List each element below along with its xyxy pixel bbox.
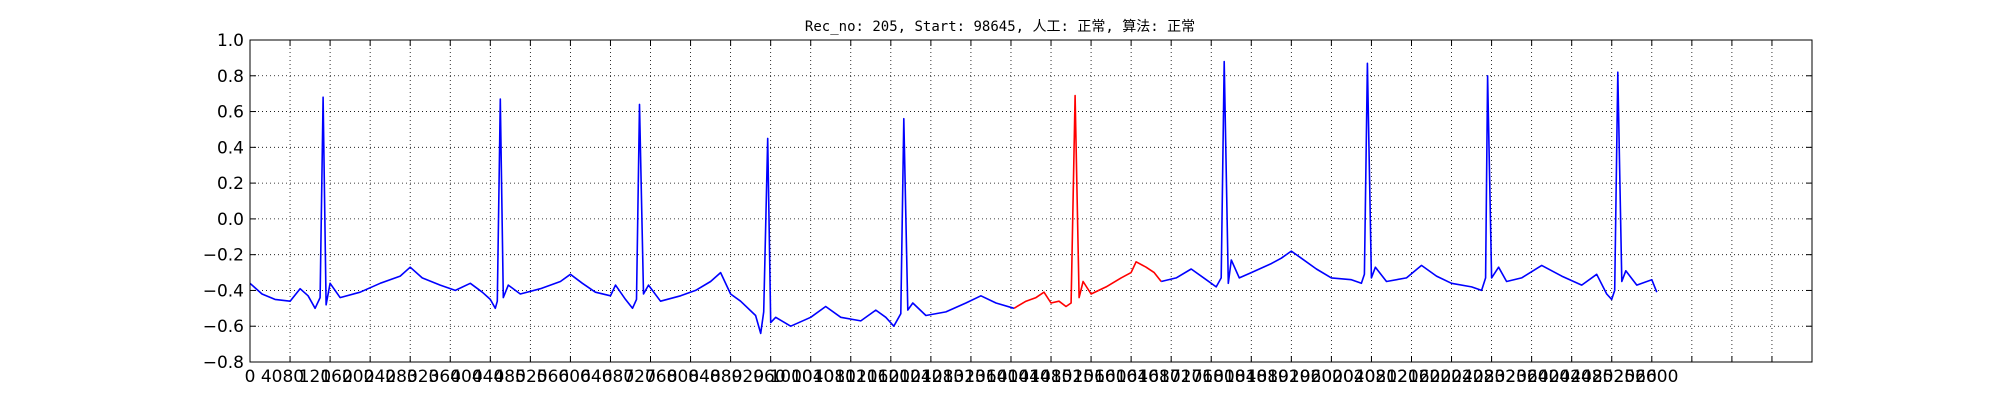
y-tick-label: 1.0: [217, 31, 244, 51]
x-tick-label: 1440: [1008, 367, 1051, 387]
grid-lines: [250, 40, 1812, 362]
x-tick-label: 1840: [1224, 367, 1267, 387]
x-tick-label: 1120: [834, 367, 877, 387]
x-tick-label: 1280: [921, 367, 964, 387]
y-tick-label: 0.2: [217, 174, 244, 194]
x-tick-label: 2560: [1614, 367, 1657, 387]
x-tick-label: 1920: [1267, 367, 1310, 387]
chart-title: Rec_no: 205, Start: 98645, 人工: 正常, 算法: 正…: [805, 19, 1195, 35]
x-tick-label: 2080: [1354, 367, 1397, 387]
x-tick-label: 920: [732, 367, 764, 387]
x-tick-label: 1400: [986, 367, 1029, 387]
x-tick-label: 2600: [1635, 367, 1678, 387]
y-tick-label: −0.4: [203, 281, 244, 301]
x-tick-label: 1360: [964, 367, 1007, 387]
x-tick-label: 320: [407, 367, 439, 387]
x-tick-label: 640: [580, 367, 612, 387]
x-tick-label: 1600: [1094, 367, 1137, 387]
x-tick-label: 1720: [1159, 367, 1202, 387]
x-tick-label: 40: [261, 367, 283, 387]
x-tick-label: 2160: [1397, 367, 1440, 387]
x-tick-label: 1520: [1051, 367, 1094, 387]
x-tick-label: 600: [558, 367, 590, 387]
x-tick-label: 1000: [769, 367, 812, 387]
x-tick-label: 1040: [791, 367, 834, 387]
x-tick-label: 1960: [1289, 367, 1332, 387]
x-tick-label: 2320: [1484, 367, 1527, 387]
x-tick-label: 2000: [1311, 367, 1354, 387]
x-tick-label: 2040: [1332, 367, 1375, 387]
x-tick-label: 1640: [1116, 367, 1159, 387]
x-tick-label: 880: [710, 367, 742, 387]
y-tick-label: −0.8: [203, 353, 244, 373]
x-tick-label: 0: [245, 367, 256, 387]
x-axis-ticks: 0 40 8012016020024028032036040044048052056…: [245, 40, 1813, 387]
x-tick-label: 1800: [1202, 367, 1245, 387]
x-tick-label: 960: [753, 367, 785, 387]
x-tick-label: 1480: [1029, 367, 1072, 387]
x-tick-label: 2400: [1527, 367, 1570, 387]
x-tick-label: 80: [282, 367, 304, 387]
x-tick-label: 360: [429, 367, 461, 387]
x-tick-label: 2200: [1419, 367, 1462, 387]
x-tick-label: 1320: [943, 367, 986, 387]
x-tick-label: 720: [623, 367, 655, 387]
x-tick-label: 1200: [878, 367, 921, 387]
x-tick-label: 760: [645, 367, 677, 387]
x-tick-label: 520: [515, 367, 547, 387]
x-tick-label: 240: [364, 367, 396, 387]
y-tick-label: 0.8: [217, 67, 244, 87]
x-tick-label: 2120: [1375, 367, 1418, 387]
y-tick-label: 0.0: [217, 210, 244, 230]
x-tick-label: 2280: [1462, 367, 1505, 387]
ecg-segment: [249, 96, 1015, 335]
x-tick-label: 400: [450, 367, 482, 387]
x-tick-label: 2440: [1549, 367, 1592, 387]
x-tick-label: 2240: [1440, 367, 1483, 387]
x-tick-label: 560: [537, 367, 569, 387]
x-tick-label: 800: [667, 367, 699, 387]
x-tick-label: 2360: [1505, 367, 1548, 387]
y-tick-label: 0.6: [217, 103, 244, 123]
x-tick-label: 2520: [1592, 367, 1635, 387]
x-tick-label: 840: [688, 367, 720, 387]
y-tick-label: 0.4: [217, 138, 244, 158]
y-axis-ticks: −0.8 −0.6 −0.4 −0.2 0.0 0.2 0.4 0.6 0.8 1.0: [203, 31, 1812, 373]
x-tick-label: 1160: [856, 367, 899, 387]
x-tick-label: 1760: [1181, 367, 1224, 387]
ecg-trace: [249, 60, 1658, 335]
x-tick-label: 1880: [1246, 367, 1289, 387]
x-tick-label: 440: [472, 367, 504, 387]
x-tick-label: 480: [493, 367, 525, 387]
ecg-segment: [1013, 94, 1162, 309]
x-tick-label: 1560: [1072, 367, 1115, 387]
x-tick-label: 200: [342, 367, 374, 387]
x-tick-label: 1080: [813, 367, 856, 387]
x-tick-label: 160: [320, 367, 352, 387]
x-tick-label: 1240: [899, 367, 942, 387]
y-tick-label: −0.6: [203, 317, 244, 337]
y-tick-label: −0.2: [203, 246, 244, 266]
ecg-segment: [1161, 60, 1658, 301]
x-tick-label: 280: [385, 367, 417, 387]
x-tick-label: 680: [602, 367, 634, 387]
x-tick-label: 120: [299, 367, 331, 387]
x-tick-label: 1680: [1137, 367, 1180, 387]
x-tick-label: 2480: [1570, 367, 1613, 387]
plot-frame: [249, 39, 1813, 363]
